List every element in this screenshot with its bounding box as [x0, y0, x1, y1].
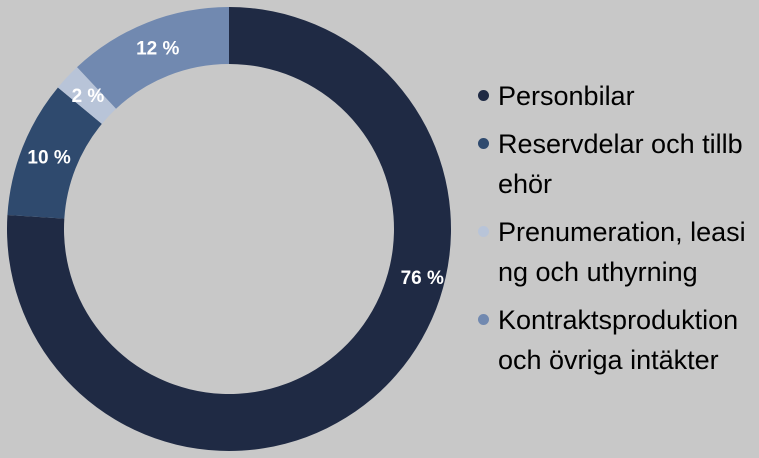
legend-item-reservdelar: Reservdelar och tillbehör [478, 124, 756, 204]
legend-marker-reservdelar [478, 138, 489, 149]
legend-marker-prenumeration [478, 226, 489, 237]
donut-slice-prenumeration [57, 67, 117, 124]
legend-label-kontraktsproduktion: Kontraktsproduktion och övriga intäkter [498, 305, 739, 375]
slice-label-prenumeration: 2 % [72, 86, 105, 107]
legend-label-reservdelar: Reservdelar och tillbehör [498, 129, 743, 199]
slice-label-kontraktsproduktion: 12 % [136, 39, 179, 60]
legend-label-prenumeration: Prenumeration, leasing och uthyrning [498, 217, 746, 287]
slice-label-reservdelar: 10 % [27, 147, 70, 168]
donut-slice-reservdelar [7, 87, 102, 219]
chart-legend: Personbilar Reservdelar och tillbehör Pr… [478, 76, 756, 388]
legend-marker-personbilar [478, 90, 489, 101]
legend-item-prenumeration: Prenumeration, leasing och uthyrning [478, 212, 756, 292]
donut-chart: 76 % 10 % 2 % 12 % [7, 7, 452, 451]
legend-marker-kontraktsproduktion [478, 314, 489, 325]
slice-label-personbilar: 76 % [401, 268, 444, 289]
donut-slice-kontraktsproduktion [77, 7, 229, 109]
legend-item-personbilar: Personbilar [478, 76, 756, 116]
legend-item-kontraktsproduktion: Kontraktsproduktion och övriga intäkter [478, 300, 756, 380]
legend-label-personbilar: Personbilar [498, 81, 635, 111]
